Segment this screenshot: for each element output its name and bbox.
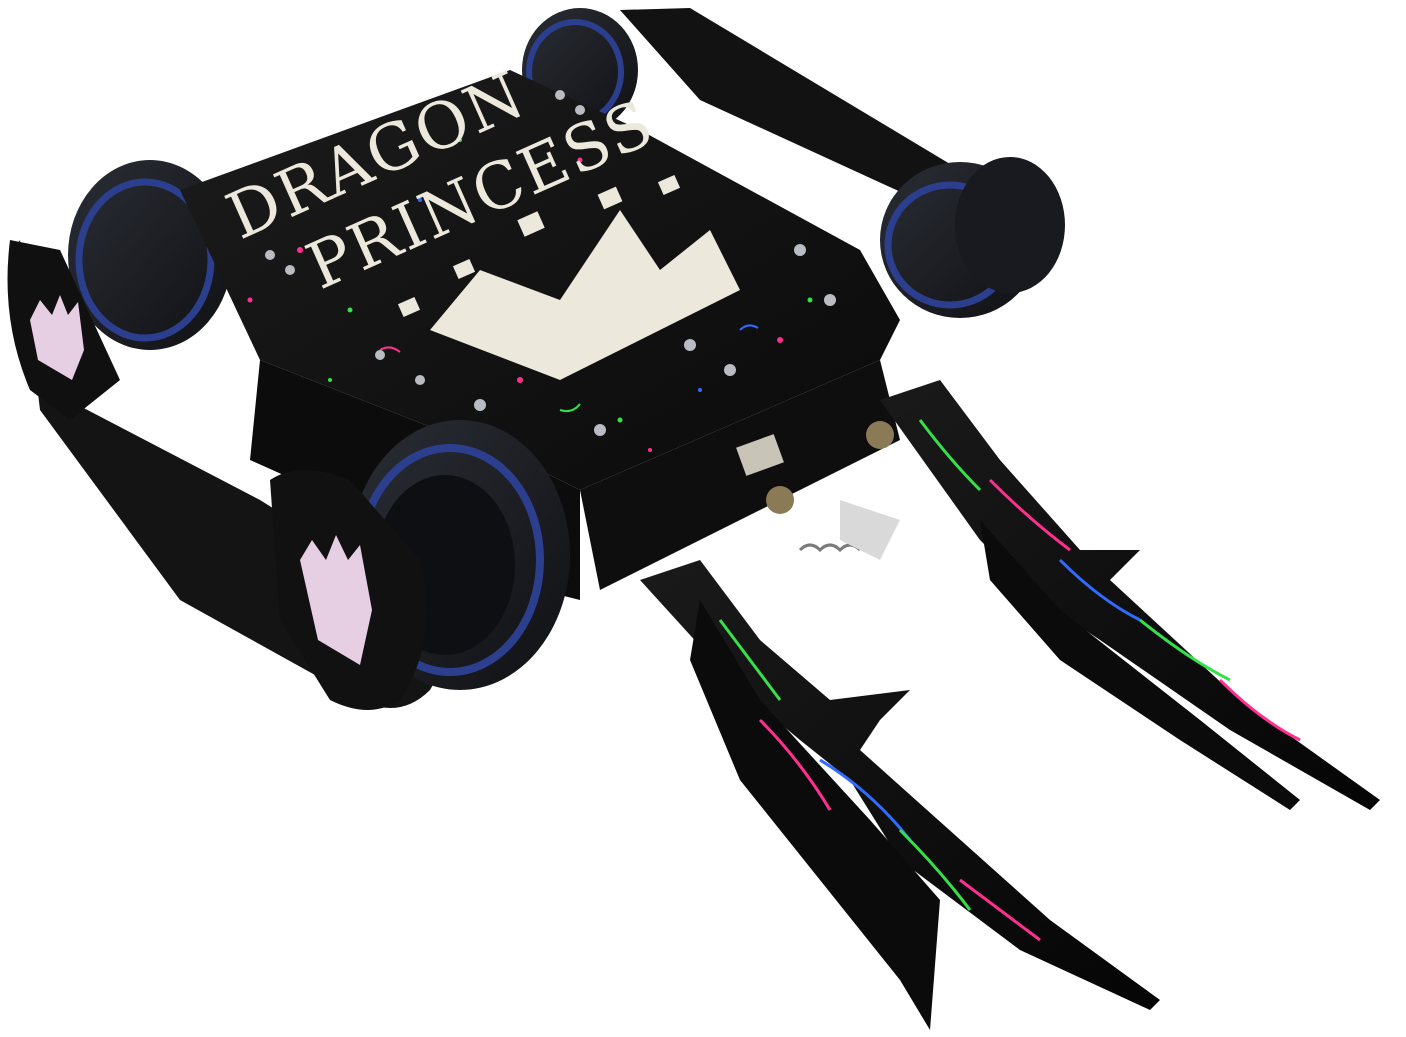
front-hardware (736, 421, 900, 560)
paint-splatter (247, 138, 813, 452)
front-right-wheel (880, 157, 1065, 318)
left-fork (640, 560, 1160, 1030)
rear-right-side-plate (620, 8, 960, 210)
crown-icon (397, 174, 760, 380)
crown-icon-left-rear (30, 295, 84, 380)
crown-icon-left-front (300, 535, 372, 665)
right-fork (880, 380, 1380, 810)
